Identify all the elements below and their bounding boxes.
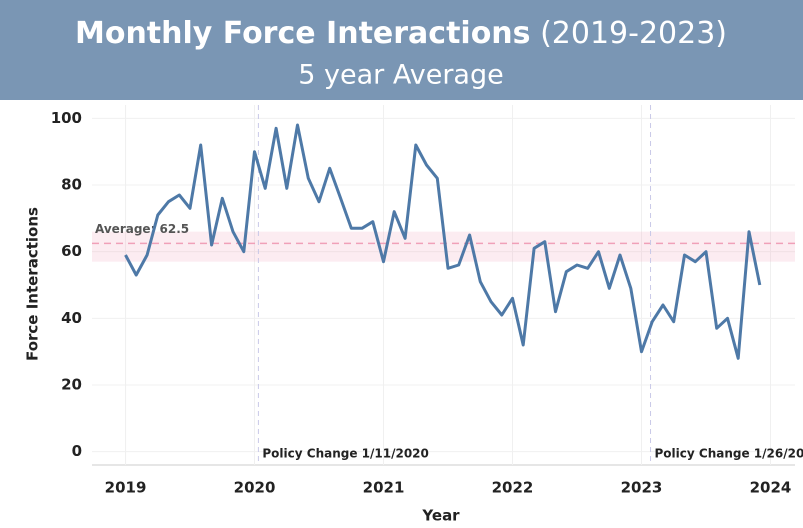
data-line [124,123,762,360]
chart-title: Monthly Force Interactions (2019-2023) [75,16,727,51]
average-label: Average: 62.5 [95,222,189,236]
reference-label: Policy Change 1/11/2020 [262,447,429,461]
y-tick-label: 40 [61,309,82,327]
y-tick-label: 80 [61,176,82,194]
y-tick-label: 100 [51,109,82,127]
x-tick-label: 2019 [105,479,147,497]
y-axis-title: Force Interactions [24,207,42,361]
title-main: Monthly Force Interactions [75,16,531,51]
title-suffix: (2019-2023) [540,16,727,51]
x-axis-title: Year [421,507,460,525]
y-tick-label: 0 [72,442,82,460]
x-tick-label: 2022 [492,479,534,497]
y-tick-label: 60 [61,242,82,260]
x-tick-label: 2024 [750,479,792,497]
x-tick-label: 2023 [621,479,663,497]
chart-subtitle: 5 year Average [298,60,503,91]
x-tick-label: 2020 [234,479,276,497]
x-tick-label: 2021 [363,479,405,497]
reference-label: Policy Change 1/26/2023 [655,447,803,461]
title-banner [0,0,803,100]
y-tick-label: 20 [61,376,82,394]
